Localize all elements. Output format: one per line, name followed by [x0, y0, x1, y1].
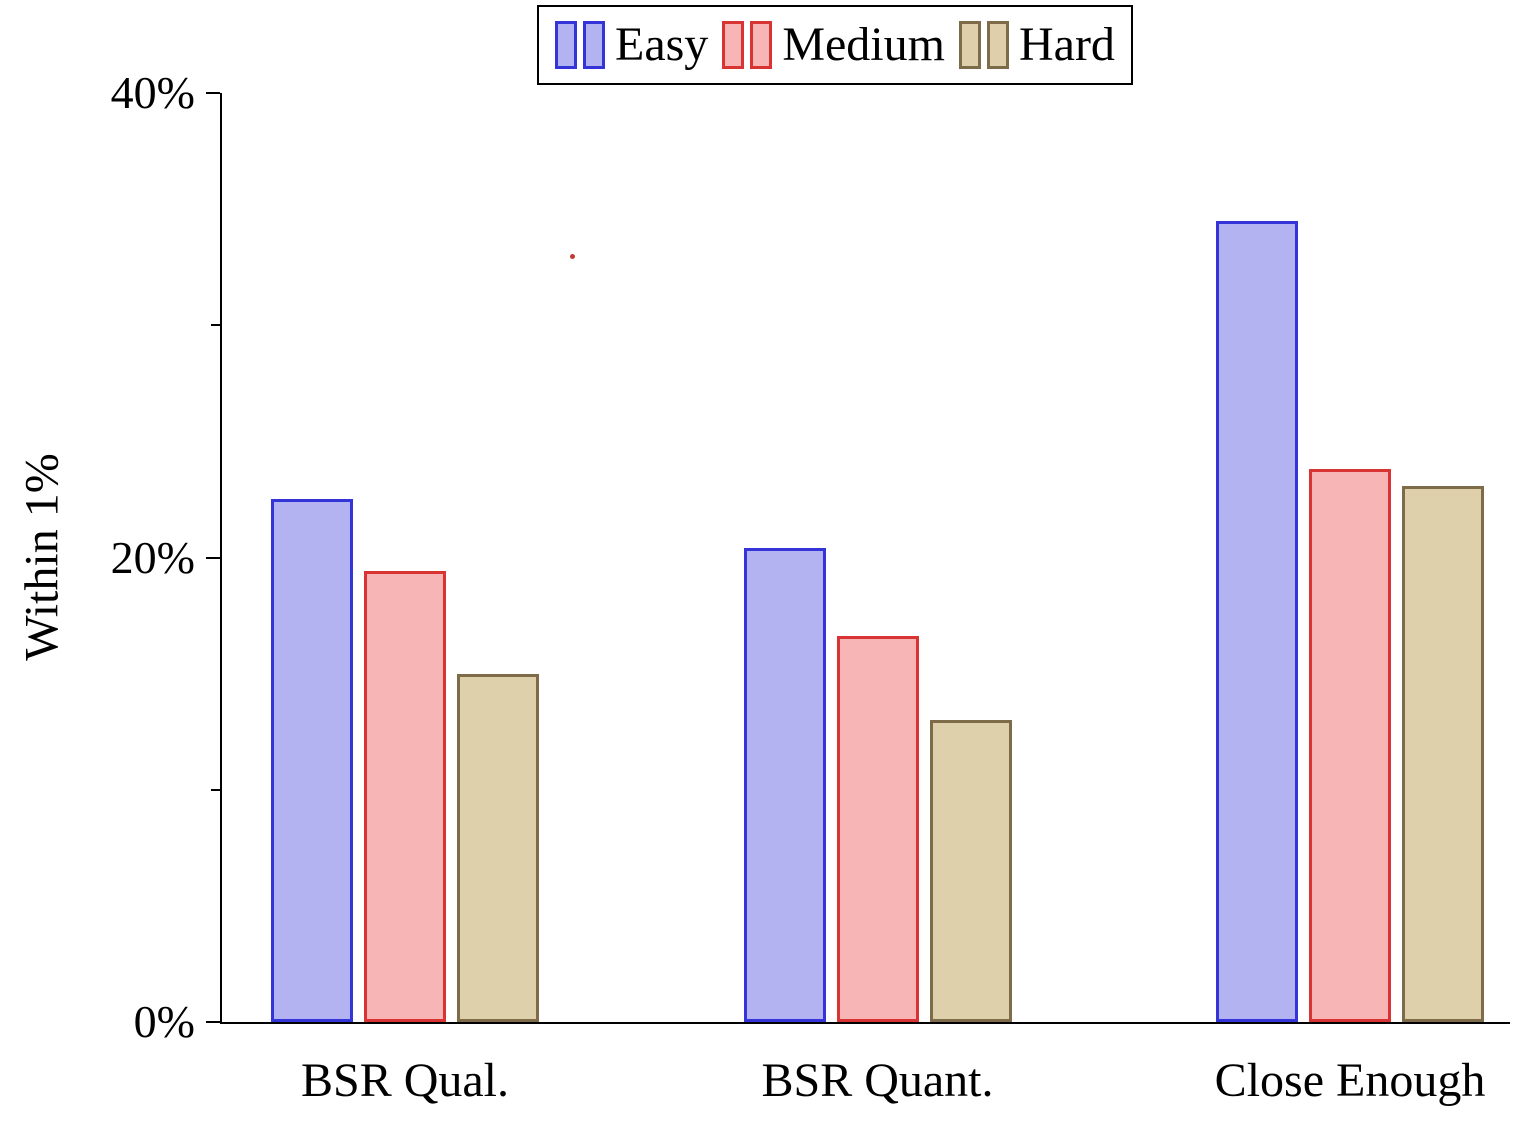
legend-entry-hard: Hard: [958, 18, 1115, 71]
y-axis-title: Within 1%: [15, 453, 69, 661]
bar-bsr-quant-hard: [929, 720, 1012, 1022]
x-category-label: BSR Qual.: [300, 1054, 510, 1107]
y-tick-label: 20%: [110, 531, 195, 583]
legend: Easy Medium Hard: [537, 5, 1133, 85]
legend-label: Hard: [1018, 18, 1115, 71]
stray-dot: [570, 254, 575, 259]
legend-swatch-icon: [750, 21, 773, 69]
bar-bsr-qual-medium: [364, 571, 446, 1022]
plot-area: 0% 20% 40%: [111, 70, 1510, 1045]
legend-swatch-icon: [583, 21, 605, 69]
y-axis-major-tick: [206, 556, 220, 559]
y-axis-major-tick: [206, 92, 220, 94]
x-axis-line: [220, 1022, 1510, 1024]
bar-bsr-qual-hard: [457, 674, 539, 1022]
y-tick-label: 0%: [133, 996, 195, 1047]
legend-swatch-icon: [555, 21, 577, 69]
x-category-label: BSR Quant.: [761, 1054, 994, 1107]
y-axis-minor-tick: [211, 788, 220, 791]
legend-entry-medium: Medium: [722, 21, 945, 69]
x-category-label: Close Enough: [1214, 1054, 1486, 1107]
legend-entry-easy: Easy: [555, 21, 708, 69]
bar-close-enough-easy: [1216, 221, 1298, 1022]
y-axis-minor-tick: [211, 324, 220, 327]
bar-bsr-quant-easy: [743, 548, 826, 1022]
legend-swatch-icon: [722, 21, 745, 69]
legend-swatch-icon: [958, 21, 981, 69]
legend-swatch-icon: [986, 21, 1009, 69]
bar-bsr-qual-easy: [271, 499, 353, 1022]
y-tick-label: 40%: [110, 67, 195, 118]
legend-label: Easy: [615, 18, 709, 71]
y-axis-line: [220, 93, 222, 1022]
bar-bsr-quant-medium: [836, 636, 919, 1022]
bar-close-enough-hard: [1402, 486, 1484, 1022]
y-axis-major-tick: [206, 1021, 220, 1023]
bar-close-enough-medium: [1309, 469, 1391, 1022]
legend-label: Medium: [782, 18, 945, 71]
